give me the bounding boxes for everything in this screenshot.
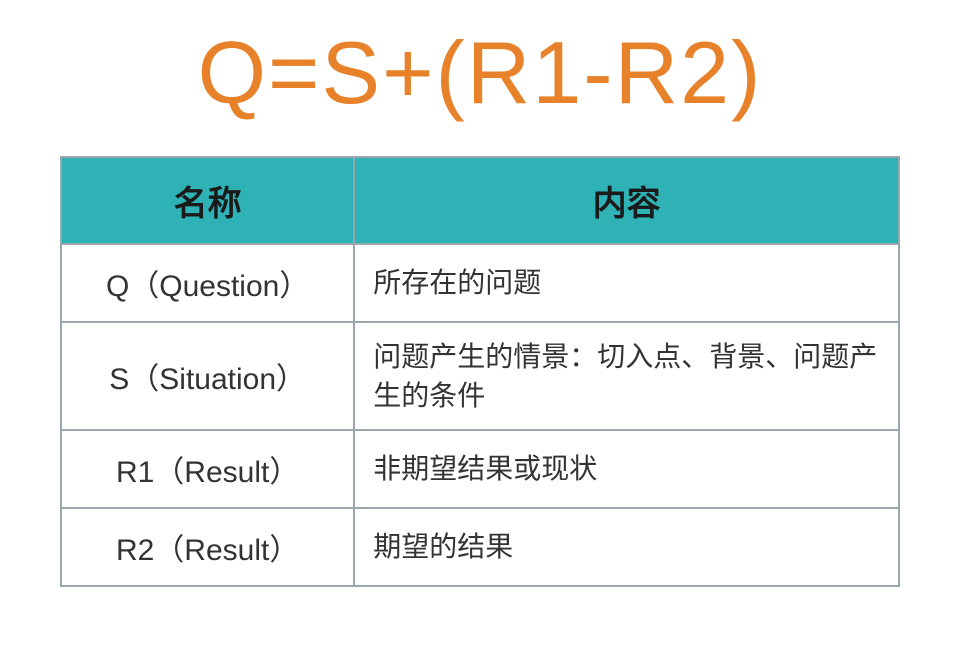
formula-heading: Q=S+(R1-R2) bbox=[60, 20, 900, 126]
table-row: R2（Result） 期望的结果 bbox=[61, 508, 899, 586]
cell-name: Q（Question） bbox=[61, 244, 354, 322]
table-header-row: 名称 内容 bbox=[61, 157, 899, 244]
cell-content: 所存在的问题 bbox=[354, 244, 899, 322]
cell-content: 非期望结果或现状 bbox=[354, 430, 899, 508]
table-row: Q（Question） 所存在的问题 bbox=[61, 244, 899, 322]
header-content: 内容 bbox=[354, 157, 899, 244]
cell-name: R2（Result） bbox=[61, 508, 354, 586]
header-name: 名称 bbox=[61, 157, 354, 244]
definition-table: 名称 内容 Q（Question） 所存在的问题 S（Situation） 问题… bbox=[60, 156, 900, 587]
cell-name: R1（Result） bbox=[61, 430, 354, 508]
cell-content: 期望的结果 bbox=[354, 508, 899, 586]
table-row: S（Situation） 问题产生的情景：切入点、背景、问题产生的条件 bbox=[61, 322, 899, 430]
table-row: R1（Result） 非期望结果或现状 bbox=[61, 430, 899, 508]
cell-content: 问题产生的情景：切入点、背景、问题产生的条件 bbox=[354, 322, 899, 430]
cell-name: S（Situation） bbox=[61, 322, 354, 430]
